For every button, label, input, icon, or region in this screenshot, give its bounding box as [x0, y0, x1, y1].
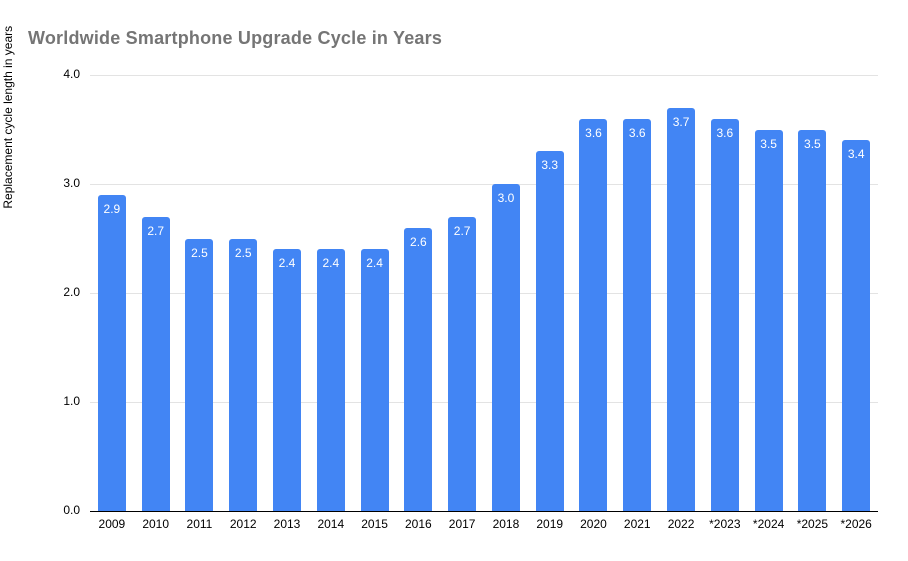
- bar-slot: 3.7: [659, 75, 703, 511]
- bar-2013: 2.4: [273, 249, 302, 511]
- x-tick-label: 2016: [405, 517, 432, 531]
- bar-slot: 3.0: [484, 75, 528, 511]
- x-tick-label: *2025: [796, 517, 829, 531]
- chart-title: Worldwide Smartphone Upgrade Cycle in Ye…: [28, 28, 443, 48]
- y-tick-label: 4.0: [63, 67, 80, 81]
- bar-2012: 2.5: [229, 238, 258, 511]
- bar-value-label: 2.4: [322, 256, 340, 271]
- bar-value-label: 2.4: [278, 256, 296, 271]
- bar-slot: 2.4: [265, 75, 309, 511]
- x-tick-label: 2022: [667, 517, 695, 531]
- bar-*2025: 3.5: [798, 129, 827, 511]
- bar-value-label: 3.0: [497, 191, 515, 205]
- bar-2010: 2.7: [141, 216, 170, 511]
- bar-value-label: 2.5: [234, 245, 252, 260]
- bar-2022: 3.7: [667, 107, 696, 511]
- bar-2011: 2.5: [185, 238, 214, 511]
- y-tick-label: 3.0: [63, 176, 80, 190]
- gridline: [90, 184, 878, 185]
- bar-value-label: 3.5: [760, 136, 777, 151]
- bar-2016: 2.6: [404, 227, 433, 511]
- bar-slot: 2.5: [221, 75, 265, 511]
- bar-value-label: 3.6: [628, 125, 646, 140]
- bar-slot: 2.5: [178, 75, 222, 511]
- y-tick-label: 2.0: [63, 285, 80, 299]
- x-axis-labels: 2009 2010 2011 2012 2013 2014 2015 2016 2017 2018…: [90, 517, 878, 531]
- x-tick-label: 2019: [536, 517, 564, 531]
- bar-slot: 3.3: [528, 75, 572, 511]
- x-tick-label: 2014: [317, 517, 345, 531]
- bar-slot: 2.9: [90, 75, 134, 511]
- x-tick-label: 2020: [580, 517, 607, 531]
- bar-value-label: 3.3: [541, 158, 559, 173]
- bar-slot: 2.7: [134, 75, 178, 511]
- x-tick-label: 2015: [361, 517, 388, 531]
- gridline: [90, 293, 878, 294]
- bar-value-label: 2.9: [103, 201, 121, 216]
- x-tick-label: 2013: [273, 517, 301, 531]
- x-axis-baseline: [90, 511, 878, 512]
- bar-2018: 3.0: [491, 184, 520, 511]
- bar-value-label: 3.6: [585, 125, 602, 140]
- x-tick-label: *2024: [752, 517, 785, 531]
- bars-row: 2.9 2.7 2.5 2.5 2.4 2.4 2.4 2.6 2.7 3.0 3.3 3.6 3.6 3…: [90, 75, 878, 511]
- x-tick-label: 2012: [229, 517, 257, 531]
- bar-value-label: 3.6: [716, 125, 734, 140]
- x-tick-label: 2010: [142, 517, 170, 531]
- bar-value-label: 3.4: [847, 147, 865, 162]
- x-tick-label: 2018: [492, 517, 520, 531]
- bar-*2023: 3.6: [710, 118, 739, 511]
- bar-value-label: 2.4: [366, 256, 383, 271]
- bar-slot: 3.5: [747, 75, 791, 511]
- plot-area: 2.9 2.7 2.5 2.5 2.4 2.4 2.4 2.6 2.7 3.0 3.3 3.6 3.6 3…: [90, 75, 878, 512]
- bar-slot: 3.5: [791, 75, 835, 511]
- x-tick-label: 2021: [623, 517, 651, 531]
- bar-slot: 2.6: [396, 75, 440, 511]
- bar-value-label: 2.7: [453, 223, 471, 238]
- bar-2019: 3.3: [535, 151, 564, 511]
- bar-slot: 3.6: [615, 75, 659, 511]
- gridline: [90, 402, 878, 403]
- bar-value-label: 3.5: [804, 136, 821, 151]
- bar-2017: 2.7: [448, 216, 477, 511]
- x-tick-label: *2023: [709, 517, 741, 531]
- bar-2014: 2.4: [316, 249, 345, 511]
- x-tick-label: 2017: [448, 517, 476, 531]
- bar-slot: 2.7: [440, 75, 484, 511]
- bar-slot: 3.6: [572, 75, 616, 511]
- y-tick-label: 1.0: [63, 394, 80, 408]
- bar-2009: 2.9: [97, 194, 126, 511]
- bar-2021: 3.6: [623, 118, 652, 511]
- x-tick-label: 2009: [98, 517, 126, 531]
- bar-*2026: 3.4: [842, 140, 871, 511]
- bar-slot: 2.4: [309, 75, 353, 511]
- bar-slot: 3.4: [834, 75, 878, 511]
- bar-value-label: 2.5: [191, 245, 208, 260]
- x-tick-label: *2026: [840, 517, 872, 531]
- bar-2020: 3.6: [579, 118, 608, 511]
- y-tick-label: 0.0: [63, 503, 80, 517]
- bar-slot: 2.4: [353, 75, 397, 511]
- bar-value-label: 2.6: [410, 234, 427, 249]
- gridline: [90, 75, 878, 76]
- x-tick-label: 2011: [186, 517, 213, 531]
- bar-*2024: 3.5: [754, 129, 783, 511]
- bar-value-label: 3.7: [672, 114, 690, 129]
- bar-2015: 2.4: [360, 249, 389, 511]
- bar-value-label: 2.7: [147, 223, 165, 238]
- bar-slot: 3.6: [703, 75, 747, 511]
